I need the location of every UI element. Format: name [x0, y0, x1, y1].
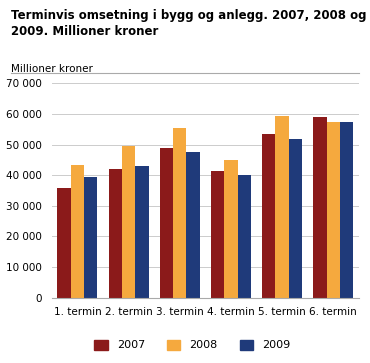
Bar — [211, 171, 224, 298]
Text: Terminvis omsetning i bygg og anlegg. 2007, 2008 og
2009. Millioner kroner: Terminvis omsetning i bygg og anlegg. 20… — [11, 9, 367, 38]
Bar — [84, 177, 97, 298]
Text: Millioner kroner: Millioner kroner — [11, 64, 93, 74]
Bar — [289, 139, 302, 298]
Bar — [173, 128, 186, 298]
Legend: 2007, 2008, 2009: 2007, 2008, 2009 — [91, 337, 294, 354]
Bar — [262, 134, 276, 298]
Bar — [109, 169, 122, 298]
Bar — [160, 148, 173, 298]
Bar — [71, 164, 84, 298]
Bar — [340, 122, 353, 298]
Bar — [186, 152, 200, 298]
Bar — [57, 188, 71, 298]
Bar — [122, 146, 135, 298]
Bar — [135, 166, 148, 298]
Bar — [276, 115, 289, 298]
Bar — [313, 117, 327, 298]
Bar — [238, 175, 251, 298]
Bar — [224, 160, 238, 298]
Bar — [327, 122, 340, 298]
